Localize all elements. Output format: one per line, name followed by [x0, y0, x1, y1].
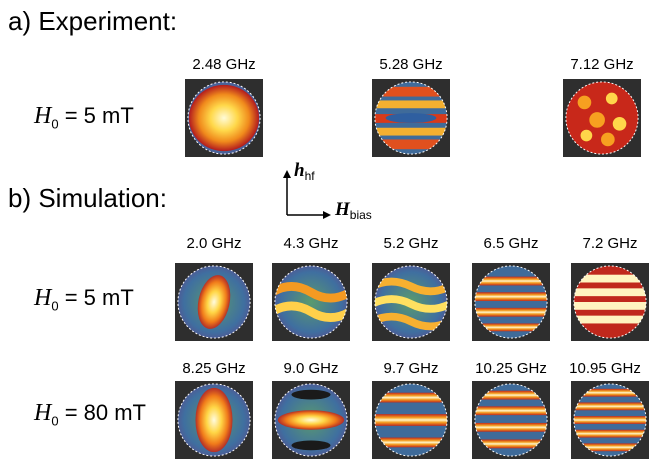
sim-row1-mode-image-2 [272, 263, 350, 341]
sim-row2-freq-1: 8.25 GHz [182, 360, 246, 377]
sim-row1-mode-image-4 [472, 263, 550, 341]
exp-freq-2: 5.28 GHz [379, 56, 443, 73]
experiment-row-label: H0 = 5 mT [34, 103, 134, 131]
field-symbol: H [34, 400, 52, 426]
axes-arrows-icon [283, 170, 331, 219]
sim-row2-mode-image-3 [372, 381, 450, 459]
exp-mode-image-3 [563, 79, 641, 157]
field-value: = 5 mT [58, 285, 134, 310]
sim-row2-mode-image-5 [571, 381, 649, 459]
sim-row1-mode-image-1 [175, 263, 253, 341]
sim-row1-freq-5: 7.2 GHz [582, 235, 638, 252]
exp-freq-1: 2.48 GHz [192, 56, 256, 73]
field-subscript: 0 [51, 298, 59, 314]
sim-row2-freq-4: 10.25 GHz [475, 360, 547, 377]
axis-hf-label: hhf [294, 160, 315, 183]
field-symbol: H [34, 285, 52, 311]
sim-row1-mode-image-5 [571, 263, 649, 341]
axis-bias-symbol: H [335, 199, 350, 220]
sim-row1-freq-4: 6.5 GHz [483, 235, 539, 252]
exp-mode-image-2 [372, 79, 450, 157]
sim-row2-freq-2: 9.0 GHz [283, 360, 339, 377]
sim-row2-mode-image-1 [175, 381, 253, 459]
sim-row2-freq-5: 10.95 GHz [569, 360, 641, 377]
axis-hf-symbol: h [294, 160, 305, 181]
sim-row2-freq-3: 9.7 GHz [383, 360, 439, 377]
field-subscript: 0 [51, 116, 59, 132]
sim-row1-freq-2: 4.3 GHz [283, 235, 339, 252]
experiment-title: a) Experiment: [8, 6, 178, 36]
exp-mode-image-1 [185, 79, 263, 157]
sim-row2-label: H0 = 80 mT [34, 400, 146, 428]
sim-row1-label: H0 = 5 mT [34, 285, 134, 313]
field-value: = 5 mT [58, 103, 134, 128]
sim-row2-mode-image-4 [472, 381, 550, 459]
field-subscript: 0 [51, 413, 59, 429]
axis-bias-label: Hbias [335, 199, 372, 222]
sim-row1-mode-image-3 [372, 263, 450, 341]
axis-bias-subscript: bias [349, 208, 372, 223]
exp-freq-3: 7.12 GHz [570, 56, 634, 73]
axis-hf-subscript: hf [304, 169, 315, 184]
field-value: = 80 mT [58, 400, 146, 425]
sim-row1-freq-3: 5.2 GHz [383, 235, 439, 252]
field-symbol: H [34, 103, 52, 129]
sim-row2-mode-image-2 [272, 381, 350, 459]
sim-row1-freq-1: 2.0 GHz [186, 235, 242, 252]
simulation-title: b) Simulation: [8, 183, 167, 213]
